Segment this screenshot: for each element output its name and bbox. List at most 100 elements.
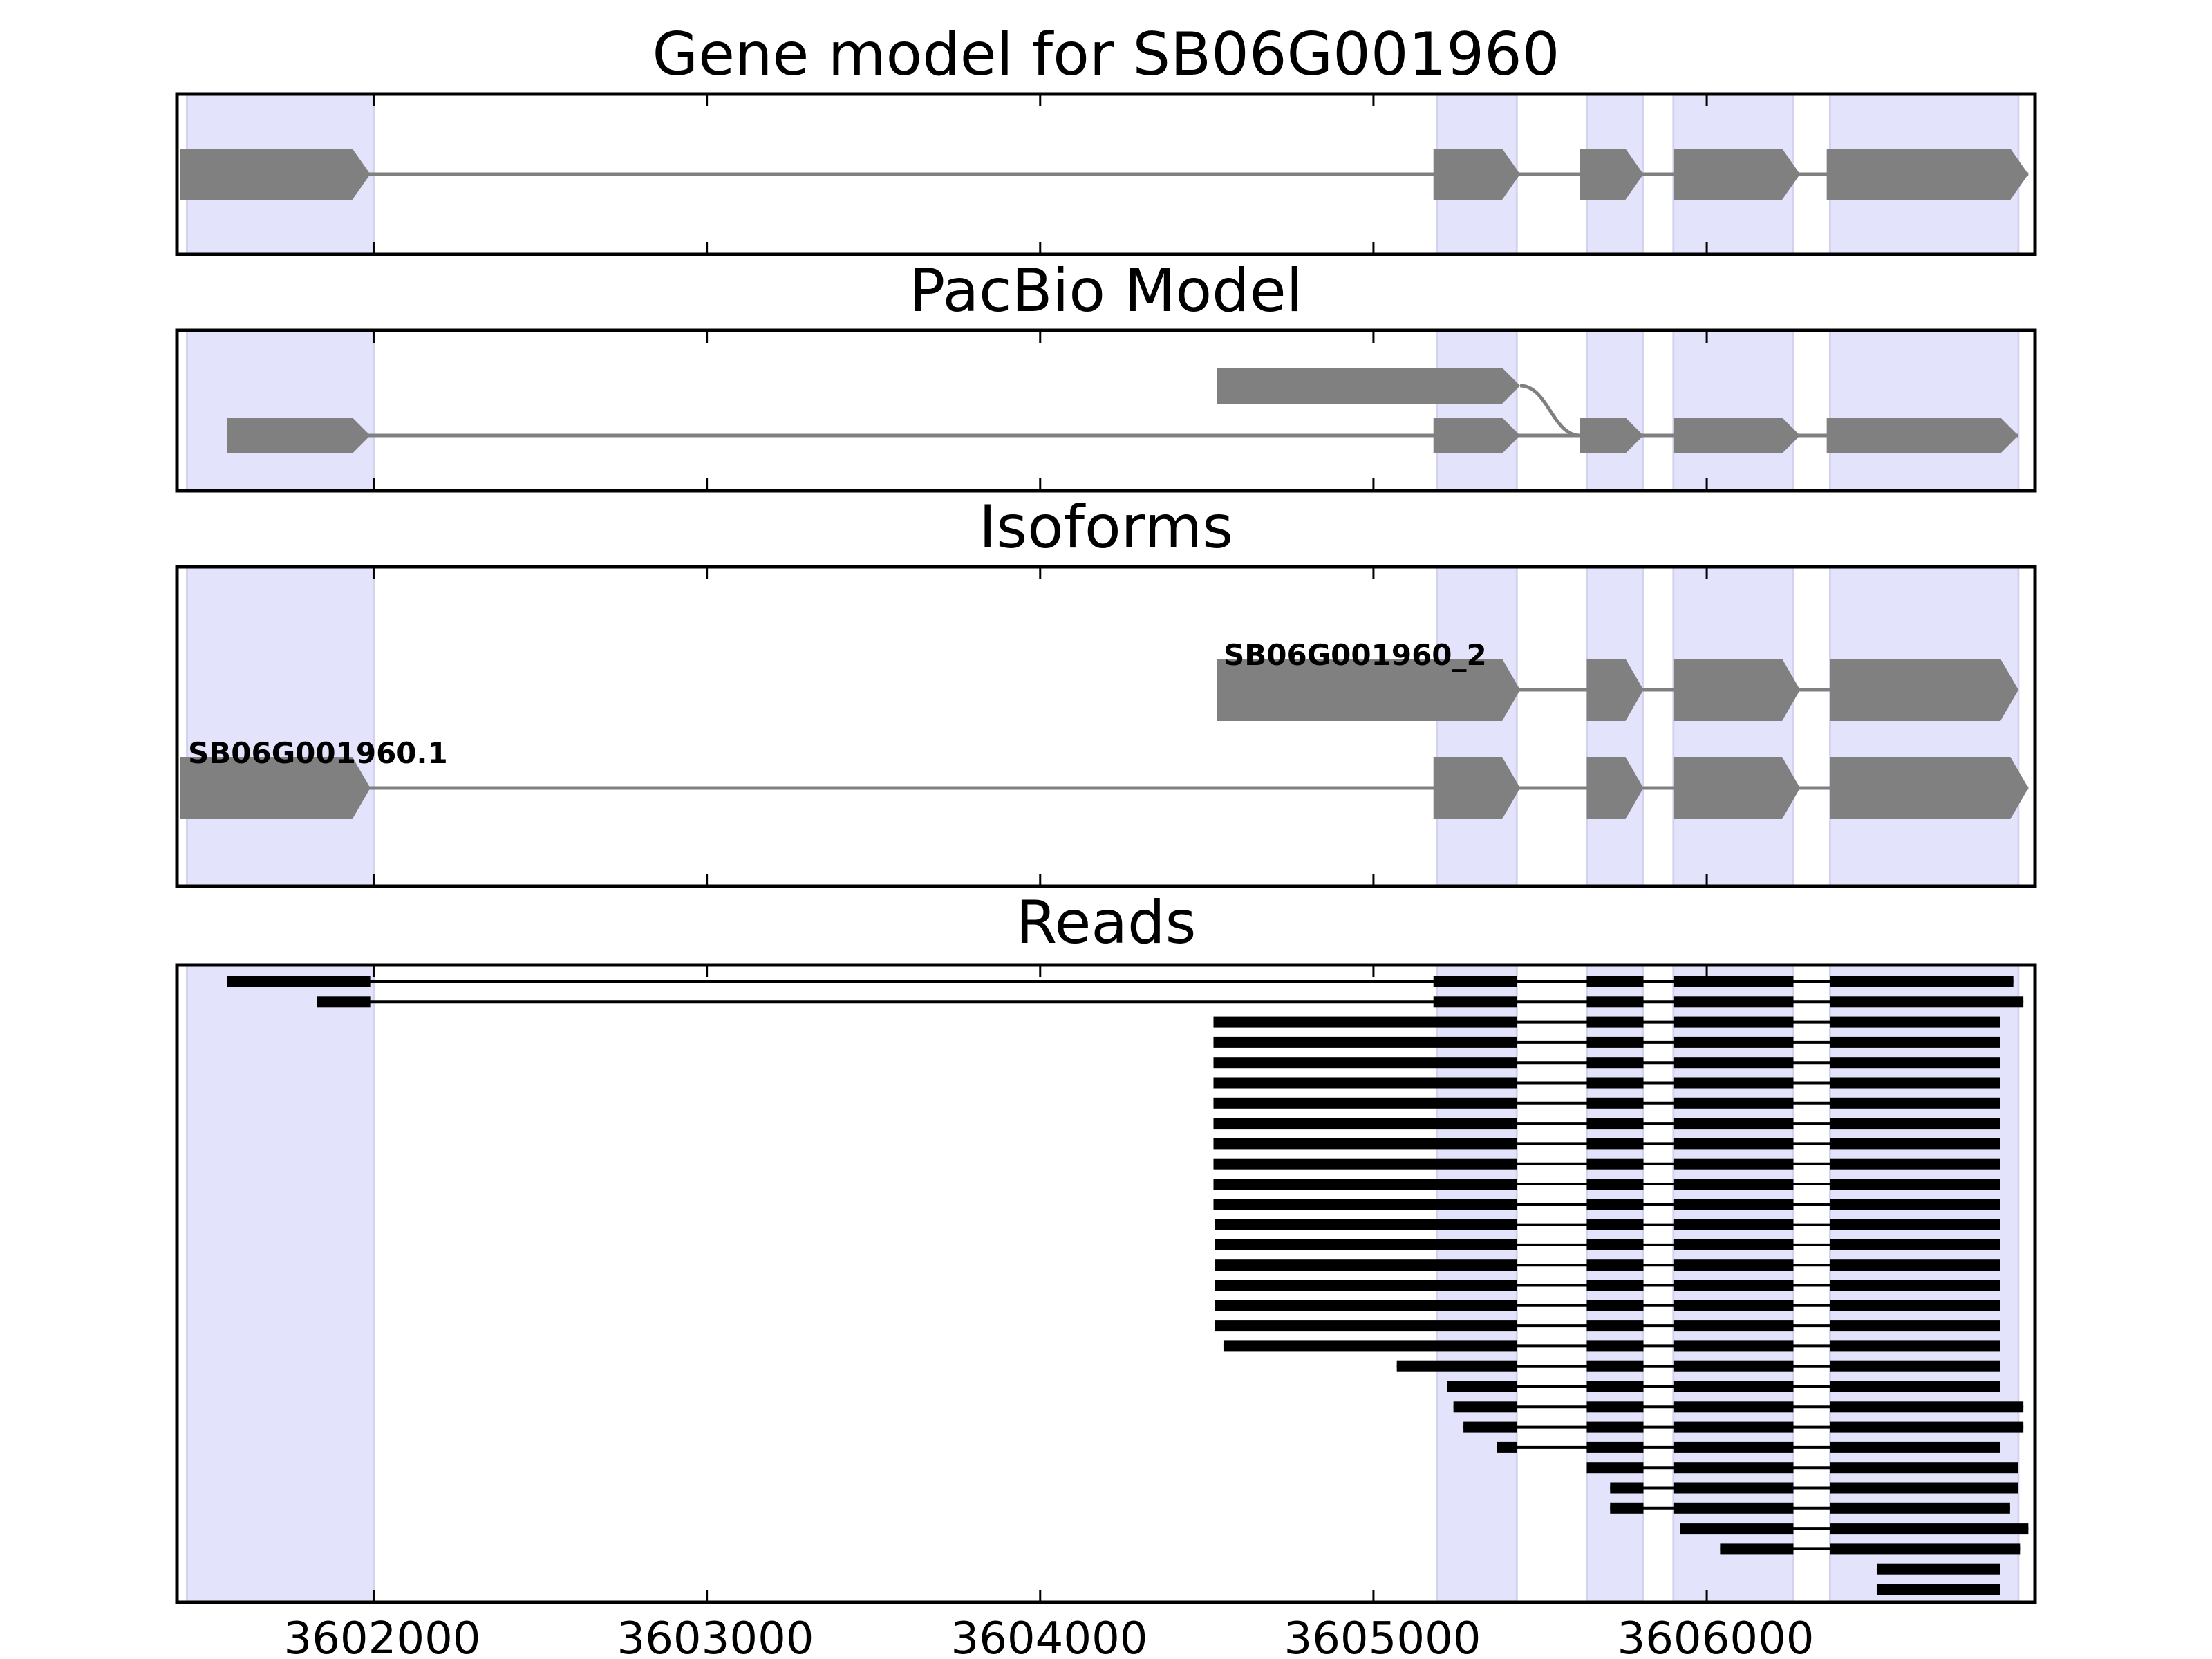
pacbio-model-panel bbox=[175, 328, 2037, 493]
read-block bbox=[1586, 1441, 1644, 1453]
read-block bbox=[1673, 1421, 1794, 1433]
read-block bbox=[1213, 1016, 1517, 1028]
read-block bbox=[1830, 1320, 2000, 1332]
read-block bbox=[1830, 1280, 2000, 1291]
read-block bbox=[1876, 1563, 2000, 1575]
read-block bbox=[227, 976, 371, 987]
read-block bbox=[1830, 1036, 2000, 1048]
isoform-exon bbox=[1586, 659, 1644, 721]
highlight-region bbox=[185, 329, 375, 492]
highlight-region bbox=[1672, 329, 1794, 492]
read-block bbox=[1586, 1360, 1644, 1372]
read-block bbox=[1830, 1482, 2018, 1494]
read-block bbox=[1673, 1381, 1794, 1392]
read-block bbox=[1586, 1057, 1644, 1069]
read-block bbox=[1830, 1360, 2000, 1372]
read-block bbox=[1830, 996, 2024, 1008]
read-block bbox=[1586, 1401, 1644, 1413]
panel-frame bbox=[175, 963, 2037, 1604]
read-block bbox=[1213, 1179, 1517, 1190]
read-block bbox=[1680, 1523, 1794, 1535]
read-block bbox=[1830, 1199, 2000, 1210]
read-block bbox=[1215, 1300, 1517, 1311]
read-block bbox=[1586, 1036, 1644, 1048]
highlight-region bbox=[1586, 565, 1644, 888]
read-block bbox=[1586, 1280, 1644, 1291]
read-block bbox=[1673, 1057, 1794, 1069]
highlight-region bbox=[1672, 565, 1794, 888]
read-block bbox=[1673, 1320, 1794, 1332]
read-block bbox=[1673, 1280, 1794, 1291]
pacbio-model-title: PacBio Model bbox=[909, 256, 1302, 326]
read-block bbox=[1830, 1118, 2000, 1130]
read-block bbox=[1610, 1482, 1644, 1494]
x-tick-label: 3605000 bbox=[1284, 1613, 1481, 1659]
read-block bbox=[1673, 1360, 1794, 1372]
gene-model-exon bbox=[1580, 149, 1644, 200]
read-block bbox=[1223, 1340, 1517, 1352]
read-block bbox=[1215, 1320, 1517, 1332]
read-block bbox=[1673, 1016, 1794, 1028]
isoforms-title: Isoforms bbox=[979, 493, 1233, 562]
read-block bbox=[1830, 1381, 2000, 1392]
read-block bbox=[1673, 1219, 1794, 1230]
read-block bbox=[1830, 1502, 2010, 1514]
read-block bbox=[1830, 1138, 2000, 1150]
read-block bbox=[1213, 1138, 1517, 1150]
read-block bbox=[1586, 1239, 1644, 1250]
pacbio-isoform-exon bbox=[1580, 418, 1644, 453]
read-block bbox=[1673, 1138, 1794, 1150]
read-block bbox=[1830, 1057, 2000, 1069]
read-block bbox=[1673, 1340, 1794, 1352]
gene-model-exon bbox=[180, 149, 371, 200]
read-block bbox=[1213, 1097, 1517, 1109]
isoforms-panel bbox=[175, 565, 2037, 888]
gene-model-title: Gene model for SB06G001960 bbox=[653, 20, 1560, 89]
pacbio-isoform-exon bbox=[1433, 418, 1521, 453]
read-block bbox=[1213, 1057, 1517, 1069]
read-block bbox=[1213, 1158, 1517, 1170]
read-block bbox=[1453, 1401, 1517, 1413]
read-block bbox=[1433, 976, 1517, 987]
read-block bbox=[1610, 1502, 1644, 1514]
read-block bbox=[1586, 1421, 1644, 1433]
read-block bbox=[1830, 1259, 2000, 1271]
read-block bbox=[1830, 1219, 2000, 1230]
read-block bbox=[1213, 1118, 1517, 1130]
read-block bbox=[1673, 1401, 1794, 1413]
highlight-region bbox=[185, 565, 375, 888]
read-block bbox=[1830, 1158, 2000, 1170]
read-block bbox=[1213, 1036, 1517, 1048]
panel-frame bbox=[175, 565, 2037, 888]
isoform-exon bbox=[1217, 659, 1521, 721]
read-block bbox=[1673, 1199, 1794, 1210]
read-block bbox=[1586, 1219, 1644, 1230]
isoform-exon bbox=[1830, 659, 2018, 721]
gene-model-exon bbox=[1673, 149, 1801, 200]
read-block bbox=[1673, 1097, 1794, 1109]
highlight-region bbox=[1436, 565, 1518, 888]
read-block bbox=[1586, 1138, 1644, 1150]
read-block bbox=[1720, 1543, 1794, 1555]
read-block bbox=[1830, 1016, 2000, 1028]
read-block bbox=[1433, 996, 1517, 1008]
read-block bbox=[1673, 976, 1794, 987]
read-block bbox=[1213, 1199, 1517, 1210]
x-tick-label: 3602000 bbox=[283, 1613, 480, 1659]
pacbio-isoform-exon bbox=[227, 418, 371, 453]
read-block bbox=[1830, 1179, 2000, 1190]
isoform-exon bbox=[1586, 757, 1644, 819]
read-block bbox=[1830, 1097, 2000, 1109]
read-block bbox=[1673, 1077, 1794, 1089]
read-block bbox=[1830, 1441, 2000, 1453]
panel-frame bbox=[175, 328, 2037, 493]
read-block bbox=[1673, 1300, 1794, 1311]
gene-model-panel bbox=[175, 92, 2037, 256]
read-block bbox=[1673, 1158, 1794, 1170]
read-block bbox=[1586, 1179, 1644, 1190]
read-block bbox=[1215, 1280, 1517, 1291]
read-block bbox=[1673, 1036, 1794, 1048]
read-block bbox=[1830, 1077, 2000, 1089]
read-block bbox=[1830, 1421, 2024, 1433]
